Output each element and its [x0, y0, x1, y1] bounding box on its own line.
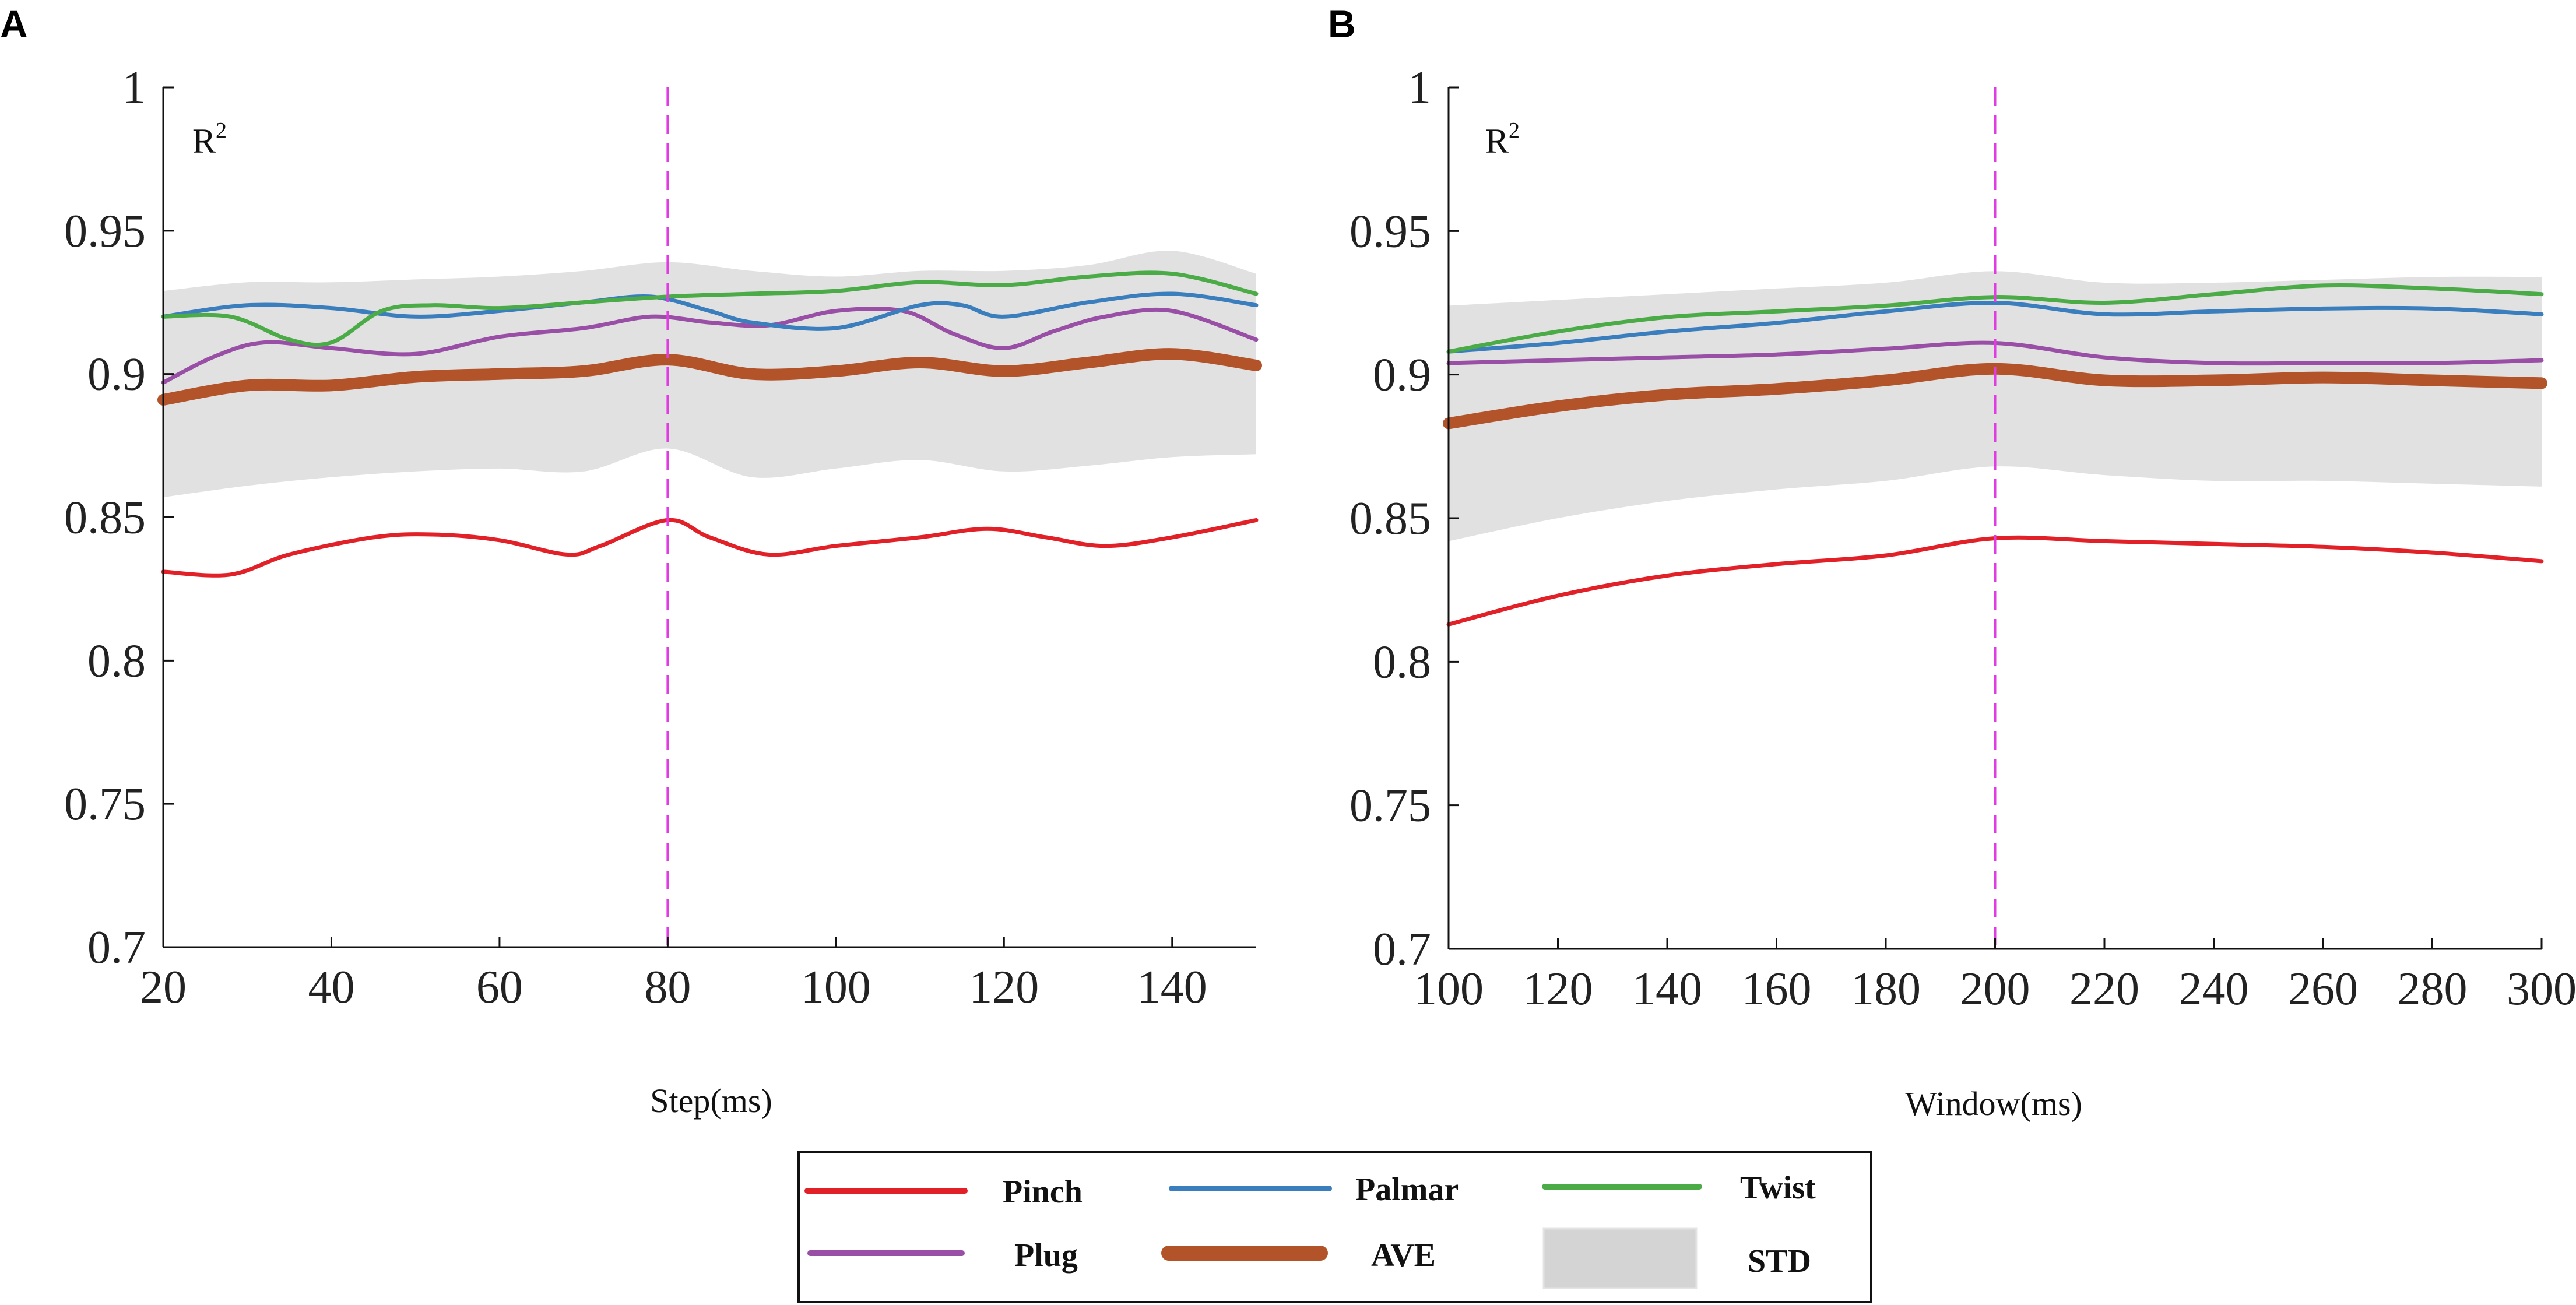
x-tick-label: 220: [2069, 963, 2139, 1015]
panel-label: A: [0, 2, 28, 45]
y-tick-label: 1: [1408, 62, 1431, 114]
legend-label-std: STD: [1748, 1243, 1811, 1279]
x-tick-label: 160: [1742, 963, 1812, 1015]
x-tick-label: 60: [476, 962, 523, 1013]
y-axis-label: R2: [1485, 118, 1520, 160]
y-tick-label: 0.9: [1373, 350, 1431, 401]
y-tick-label: 0.85: [64, 493, 146, 544]
legend-box: [797, 1151, 1872, 1303]
x-tick-label: 260: [2288, 963, 2358, 1015]
x-tick-label: 140: [1137, 962, 1207, 1013]
panel-label: B: [1328, 2, 1356, 45]
std-band: [163, 251, 1256, 498]
x-tick-label: 200: [1960, 963, 2030, 1015]
x-tick-label: 140: [1632, 963, 1702, 1015]
series-line-ave: [157, 348, 1262, 406]
x-tick-label: 100: [1414, 963, 1484, 1015]
y-tick-label: 0.95: [1349, 206, 1431, 257]
series-line-palmar: [1446, 300, 2544, 354]
x-axis-label: Window(ms): [1905, 1085, 2082, 1123]
y-tick-label: 1: [122, 62, 146, 114]
x-tick-label: 180: [1851, 963, 1921, 1015]
x-tick-label: 100: [801, 962, 871, 1013]
y-axis-label-superscript: 2: [1509, 118, 1520, 143]
legend-label-pinch: Pinch: [1003, 1174, 1083, 1210]
x-tick-label: 40: [308, 962, 354, 1013]
y-tick-label: 0.9: [87, 349, 146, 400]
y-axis-label: R2: [192, 118, 227, 160]
y-tick-label: 0.7: [87, 922, 146, 973]
x-axis-label: Step(ms): [650, 1082, 772, 1120]
y-tick-label: 0.8: [1373, 636, 1431, 688]
legend: Pinch Palmar Twist Plug AVE STD: [797, 1151, 1872, 1303]
y-tick-label: 0.75: [1349, 780, 1431, 832]
y-axis-label-superscript: 2: [216, 118, 227, 143]
y-tick-label: 0.8: [87, 635, 146, 687]
y-tick-label: 0.85: [1349, 493, 1431, 544]
legend-label-plug: Plug: [1014, 1237, 1078, 1274]
series-line-plug: [161, 306, 1259, 385]
legend-label-palmar: Palmar: [1355, 1172, 1459, 1208]
y-tick-label: 0.95: [64, 206, 146, 257]
legend-swatch-std: [1542, 1227, 1698, 1289]
y-tick-label: 0.75: [64, 779, 146, 830]
series-line-palmar: [161, 291, 1259, 331]
x-tick-label: 120: [1523, 963, 1593, 1015]
x-tick-label: 280: [2398, 963, 2468, 1015]
legend-label-twist: Twist: [1740, 1170, 1816, 1206]
x-tick-label: 300: [2507, 963, 2576, 1015]
panel-b: 0.7 0.75 0.8 0.85 0.9 0.95 1 100 120 140 160 180 200…: [1328, 2, 2576, 1123]
x-tick-label: 120: [969, 962, 1039, 1013]
y-tick-label: 0.7: [1373, 924, 1431, 975]
legend-label-ave: AVE: [1371, 1237, 1436, 1274]
x-tick-label: 20: [140, 962, 187, 1013]
series-line-pinch: [161, 518, 1259, 578]
x-tick-label: 80: [644, 962, 691, 1013]
x-tick-label: 240: [2179, 963, 2249, 1015]
